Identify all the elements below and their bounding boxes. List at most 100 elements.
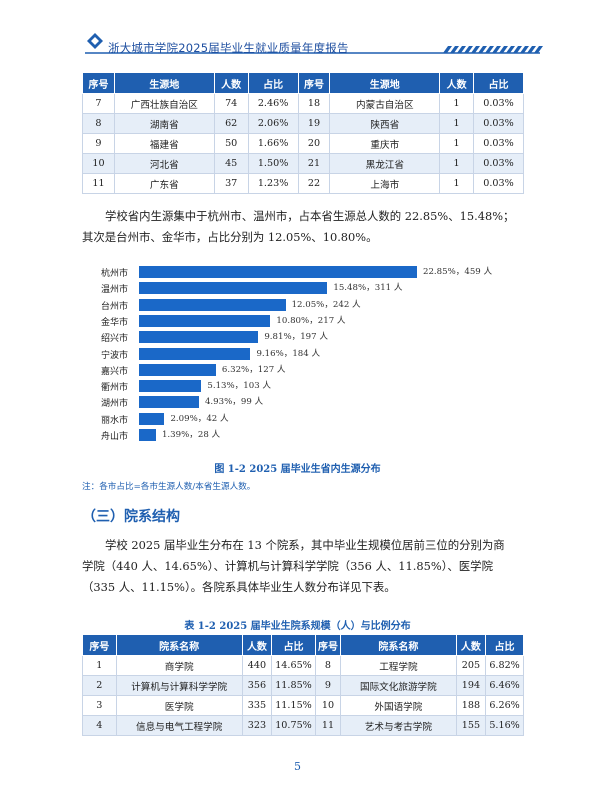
table-cell: 335	[241, 695, 273, 716]
table-cell: 1.23%	[247, 173, 299, 194]
chart-data-label: 15.48%，311 人	[333, 283, 403, 294]
table-cell: 0.03%	[473, 113, 524, 134]
table-cell: 1	[439, 93, 475, 114]
table-cell: 2.06%	[247, 113, 299, 134]
chart-bar	[139, 347, 251, 360]
chart-data-label: 2.09%，42 人	[170, 413, 229, 424]
chart-category-label: 温州市	[100, 285, 128, 296]
table-cell: 7	[82, 93, 115, 114]
table-cell: 1	[439, 113, 475, 134]
table-cell: 22	[297, 173, 331, 194]
table-cell: 11	[82, 173, 115, 194]
table-cell: 323	[241, 715, 273, 736]
table-row: 10 河北省 45 1.50% 21 黑龙江省 1 0.03%	[82, 153, 524, 174]
chart-bar	[139, 282, 328, 295]
table-cell: 黑龙江省	[329, 153, 441, 174]
header-logo-icon	[87, 33, 103, 49]
table-cell: 医学院	[115, 695, 243, 716]
table-header-row: 序号 院系名称 人数 占比 序号 院系名称 人数 占比	[82, 634, 524, 656]
table-cell: 0.03%	[473, 153, 524, 174]
table-cell: 0.03%	[473, 133, 524, 154]
table-cell: 6.26%	[485, 695, 524, 716]
table-cell: 188	[455, 695, 487, 716]
chart-category-label: 绍兴市	[100, 334, 128, 345]
chart-data-label: 22.85%，459 人	[423, 267, 493, 277]
column-header: 生源地	[329, 72, 441, 94]
chart-bar	[139, 331, 259, 344]
table-row: 4 信息与电气工程学院 323 10.75% 11 艺术与考古学院 155 5.16%	[82, 715, 524, 736]
table-cell: 4	[82, 715, 117, 736]
column-header: 人数	[213, 72, 249, 94]
column-header: 占比	[485, 634, 524, 656]
table-cell: 河北省	[113, 153, 215, 174]
chart-category-label: 丽水市	[100, 415, 128, 426]
column-header: 序号	[297, 72, 331, 94]
table-cell: 8	[82, 113, 115, 134]
table-cell: 湖南省	[113, 113, 215, 134]
table-cell: 194	[455, 675, 487, 696]
column-header: 人数	[241, 634, 273, 656]
paragraph-line: 学校 2025 届毕业生分布在 13 个院系，其中毕业生规模位居前三位的分别为商	[105, 538, 505, 552]
column-header: 序号	[82, 72, 115, 94]
chart-data-label: 10.80%，217 人	[276, 315, 346, 326]
column-header: 占比	[271, 634, 316, 656]
table-cell: 11.85%	[271, 675, 316, 696]
table-cell: 440	[241, 655, 273, 676]
chart-category-label: 湖州市	[100, 399, 128, 410]
chart-category-label: 衢州市	[100, 383, 128, 394]
table-cell: 14.65%	[271, 655, 316, 676]
chart-bar	[139, 380, 202, 393]
paragraph-line: （335 人、11.15%）。各院系具体毕业生人数分布详见下表。	[82, 580, 396, 594]
table-cell: 广东省	[113, 173, 215, 194]
table-cell: 计算机与计算科学学院	[115, 675, 243, 696]
table-cell: 205	[455, 655, 487, 676]
page-header: 浙大城市学院2025届毕业生就业质量年度报告	[0, 0, 595, 60]
table-cell: 155	[455, 715, 487, 736]
page-number: 5	[294, 760, 301, 773]
table-cell: 重庆市	[329, 133, 441, 154]
chart-category-label: 舟山市	[100, 432, 128, 442]
column-header: 序号	[82, 634, 117, 656]
table-cell: 8	[314, 655, 342, 676]
paragraph-province-summary: 学校省内生源集中于杭州市、温州市，占本省生源总人数的 22.85%、15.48%…	[82, 206, 532, 247]
table-cell: 1.50%	[247, 153, 299, 174]
column-header: 院系名称	[115, 634, 243, 656]
header-decoration	[85, 33, 543, 54]
paragraph-line: 学校省内生源集中于杭州市、温州市，占本省生源总人数的 22.85%、15.48%…	[105, 209, 515, 223]
table-cell: 45	[213, 153, 249, 174]
table-row: 9 福建省 50 1.66% 20 重庆市 1 0.03%	[82, 133, 524, 154]
paragraph-line: 学院（440 人、14.65%）、计算机与计算科学学院（356 人、11.85%…	[82, 559, 493, 573]
province-city-bar-chart: 杭州市 22.85%，459 人温州市 15.48%，311 人台州市 12.05%，…	[82, 259, 522, 449]
table-cell: 1.66%	[247, 133, 299, 154]
table-cell: 356	[241, 675, 273, 696]
chart-category-label: 宁波市	[100, 350, 128, 361]
column-header: 人数	[439, 72, 475, 94]
table-cell: 广西壮族自治区	[113, 93, 215, 114]
table-cell: 9	[314, 675, 342, 696]
chart-data-label: 6.32%，127 人	[221, 364, 286, 375]
chart-bar	[139, 363, 216, 376]
table-cell: 2	[82, 675, 117, 696]
table-cell: 商学院	[115, 655, 243, 676]
table-cell: 1	[439, 153, 475, 174]
chart-bar	[139, 314, 271, 327]
column-header: 人数	[455, 634, 487, 656]
chart-data-label: 5.13%，103 人	[207, 381, 271, 392]
table-caption: 表 1-2 2025 届毕业生院系规模（人）与比例分布	[184, 621, 411, 632]
chart-data-label: 9.81%，197 人	[264, 332, 328, 343]
table-cell: 10	[82, 153, 115, 174]
table-row: 11 广东省 37 1.23% 22 上海市 1 0.03%	[82, 173, 524, 194]
chart-bar	[139, 396, 199, 409]
table-cell: 陕西省	[329, 113, 441, 134]
table-cell: 20	[297, 133, 331, 154]
table-cell: 50	[213, 133, 249, 154]
chart-category-label: 杭州市	[100, 269, 128, 279]
table-row: 1 商学院 440 14.65% 8 工程学院 205 6.82%	[82, 655, 524, 676]
table-cell: 5.16%	[485, 715, 524, 736]
table-cell: 艺术与考古学院	[340, 715, 457, 736]
table-cell: 国际文化旅游学院	[340, 675, 457, 696]
table-cell: 1	[439, 173, 475, 194]
table-cell: 21	[297, 153, 331, 174]
table-row: 7 广西壮族自治区 74 2.46% 18 内蒙古自治区 1 0.03%	[82, 93, 524, 114]
table-cell: 外国语学院	[340, 695, 457, 716]
